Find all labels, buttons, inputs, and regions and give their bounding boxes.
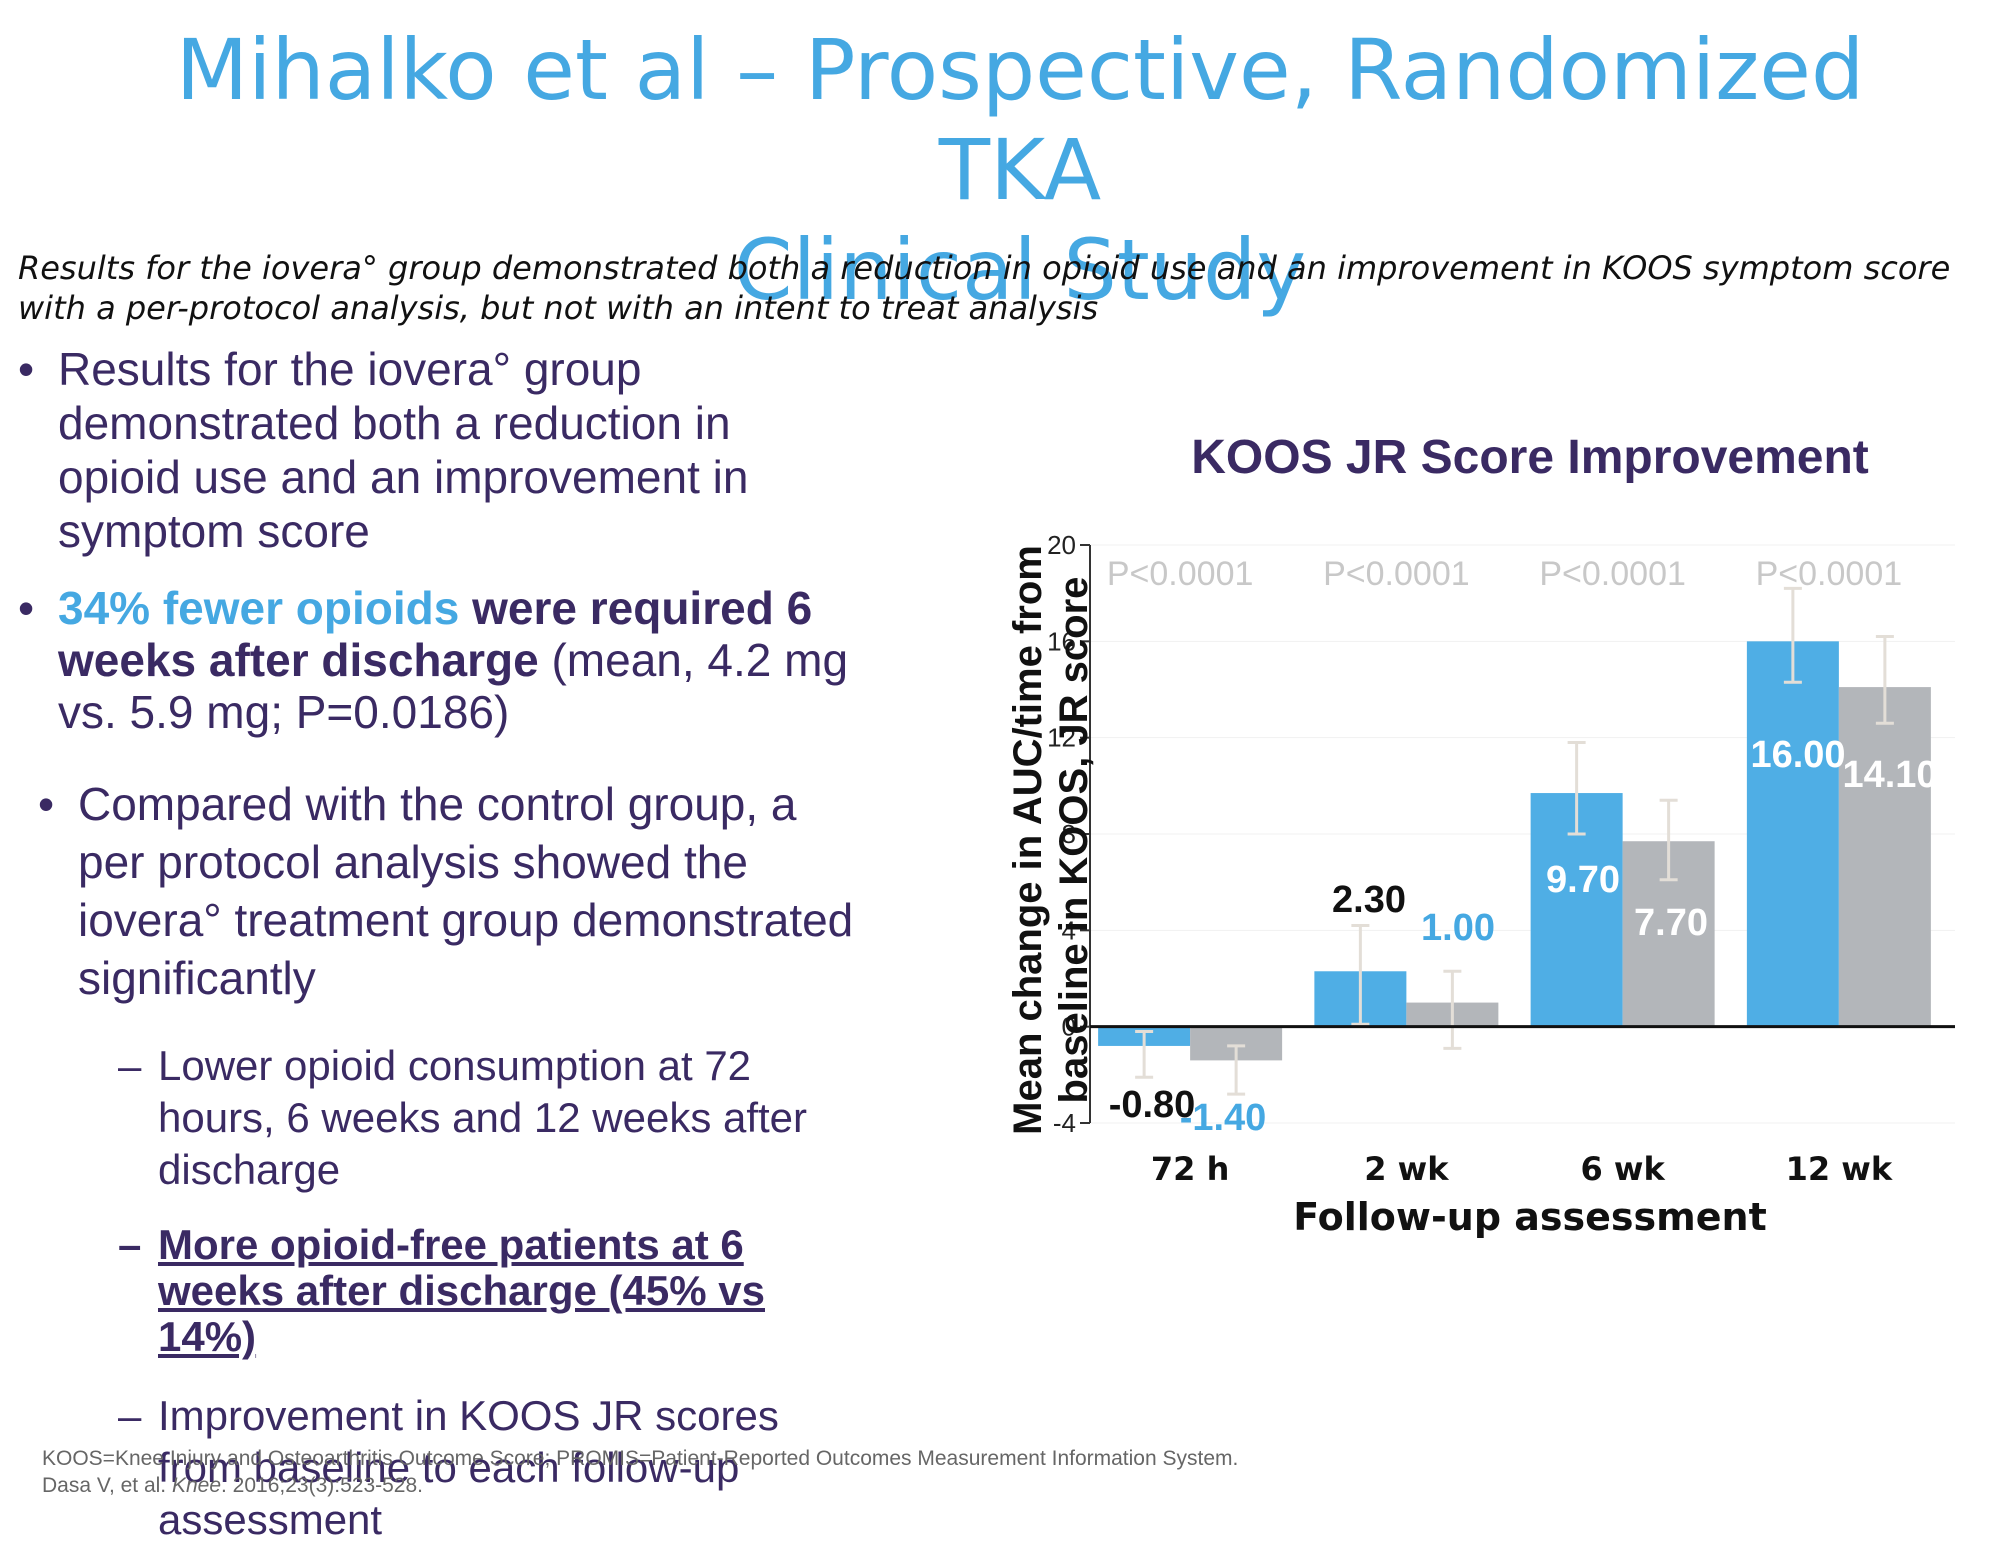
p-value-label: P<0.0001	[1323, 555, 1470, 593]
bullet-2-strong: were required 6 weeks after discharge	[58, 582, 813, 686]
y-tick-label: 20	[1047, 530, 1076, 560]
error-bar	[1659, 798, 1678, 882]
sub-bullet-2: – More opioid-free patients at 6 weeks a…	[118, 1222, 838, 1360]
p-value-label: P<0.0001	[1539, 555, 1686, 593]
x-tick-label: 12 wk	[1786, 1150, 1893, 1188]
bar-iovera	[1746, 641, 1839, 1027]
sub-bullet-2-text: More opioid-free patients at 6 weeks aft…	[158, 1221, 765, 1360]
error-bar	[1875, 635, 1894, 725]
error-bar	[1783, 586, 1802, 684]
y-tick-label: 4	[1062, 915, 1076, 945]
footnote-citation: . 2016;23(3):523-528.	[221, 1474, 423, 1497]
slide-subtitle: Results for the iovera° group demonstrat…	[18, 249, 1951, 327]
chart-x-axis-label: Follow-up assessment	[1293, 1195, 1767, 1239]
data-label-control: 7.70	[1634, 902, 1708, 944]
error-bar	[1227, 1044, 1246, 1096]
error-bar	[1567, 740, 1586, 836]
bullet-2-accent: 34% fewer opioids	[58, 582, 460, 634]
bullet-1: • Results for the iovera° group demonstr…	[18, 342, 858, 558]
p-value-label: P<0.0001	[1756, 555, 1903, 593]
footnote-line-1: KOOS=Knee Injury and Osteoarthritis Outc…	[42, 1447, 1239, 1470]
footnote-authors: Dasa V, et al.	[42, 1474, 172, 1497]
data-label-iovera: 9.70	[1546, 859, 1620, 901]
bullet-2-rest: (mean, 4.2 mg vs. 5.9 mg; P=0.0186)	[58, 634, 849, 738]
error-bar	[1443, 969, 1462, 1050]
sub-bullet-dash: –	[118, 1042, 142, 1089]
slide-title-line-2: Clinical Study	[733, 221, 1307, 319]
y-tick-label: -4	[1053, 1108, 1076, 1138]
footnote-journal: Knee	[171, 1474, 222, 1497]
chart-title: KOOS JR Score Improvement	[1191, 431, 1869, 484]
y-tick-label: 12	[1047, 723, 1076, 753]
footnote: KOOS=Knee Injury and Osteoarthritis Outc…	[42, 1445, 1442, 1499]
bullet-3-text: Compared with the control group, a per p…	[78, 778, 854, 1004]
data-label-control: 1.00	[1421, 907, 1495, 949]
p-value-label: P<0.0001	[1107, 555, 1254, 593]
chart-y-axis-label: Mean change in AUC/time from baseline in…	[1006, 545, 1096, 1135]
sub-bullet-1: – Lower opioid consumption at 72 hours, …	[118, 1040, 838, 1196]
sub-bullet-1-text: Lower opioid consumption at 72 hours, 6 …	[158, 1042, 808, 1193]
error-bar	[1135, 1029, 1154, 1079]
data-label-iovera: 2.30	[1332, 879, 1406, 921]
slide-title-line-1: Mihalko et al – Prospective, Randomized …	[175, 21, 1865, 219]
data-label-iovera: 16.00	[1750, 734, 1845, 776]
y-tick-label: 0	[1062, 1012, 1076, 1042]
bar-control	[1838, 687, 1931, 1027]
x-tick-label: 72 h	[1151, 1150, 1229, 1188]
bullet-1-text: Results for the iovera° group demonstrat…	[58, 343, 749, 557]
bullet-2: • 34% fewer opioids were required 6 week…	[18, 582, 858, 738]
bullet-2-text: 34% fewer opioids were required 6 weeks …	[18, 582, 858, 738]
data-label-control: -1.40	[1180, 1097, 1267, 1139]
x-tick-label: 6 wk	[1581, 1150, 1666, 1188]
footnote-line-2: Dasa V, et al. Knee. 2016;23(3):523-528.	[42, 1472, 1442, 1499]
sub-bullet-dash: –	[118, 1392, 142, 1439]
data-label-iovera: -0.80	[1109, 1084, 1196, 1126]
bullet-3: • Compared with the control group, a per…	[38, 775, 858, 1007]
error-bar	[1351, 924, 1370, 1026]
slide-title: Mihalko et al – Prospective, Randomized …	[120, 20, 1920, 320]
bullet-dot: •	[18, 582, 35, 634]
sub-bullet-dash: –	[118, 1221, 142, 1268]
bullet-dot: •	[38, 778, 55, 830]
data-label-control: 14.10	[1842, 754, 1937, 796]
bullet-dot: •	[18, 343, 35, 395]
y-tick-label: 16	[1047, 626, 1076, 656]
y-tick-label: 8	[1062, 819, 1076, 849]
x-tick-label: 2 wk	[1364, 1150, 1449, 1188]
